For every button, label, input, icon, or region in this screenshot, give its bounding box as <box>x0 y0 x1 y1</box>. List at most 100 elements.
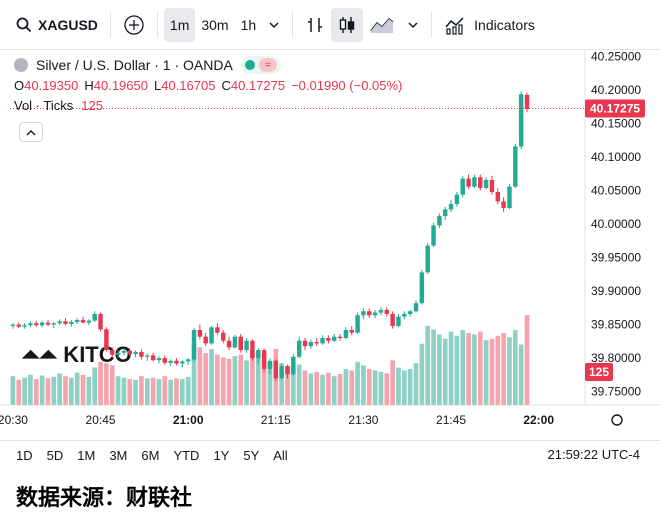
clock[interactable]: 21:59:22 UTC-4 <box>547 447 641 462</box>
bar-style-button[interactable] <box>299 8 331 42</box>
volume-bar <box>431 329 436 405</box>
candle-body <box>221 332 226 341</box>
price-tick-label: 40.25000 <box>591 50 641 64</box>
low-value: 40.16705 <box>161 77 216 93</box>
status-pill[interactable]: ≈ <box>240 56 281 74</box>
range-ytd[interactable]: YTD <box>173 448 200 463</box>
candle-body <box>291 356 296 375</box>
collapse-legend-button[interactable] <box>19 122 43 142</box>
interval-dropdown[interactable] <box>262 8 286 42</box>
candles-button[interactable] <box>331 7 364 42</box>
interval-30m[interactable]: 30m <box>201 16 229 33</box>
top-toolbar: XAGUSD 1m 30m 1h Indicators <box>0 0 660 50</box>
volume-bar <box>331 376 337 405</box>
candle-body <box>314 342 319 344</box>
candle-body <box>355 315 360 333</box>
range-1d[interactable]: 1D <box>16 448 33 463</box>
divider <box>292 11 294 38</box>
candle-body <box>92 313 97 321</box>
high-label: H <box>84 77 94 93</box>
volume-bar <box>22 377 27 405</box>
volume-badge <box>585 363 613 381</box>
market-status-icon <box>244 60 255 70</box>
candle-body <box>244 340 249 351</box>
candle-body <box>472 177 477 187</box>
volume-bar <box>121 377 127 405</box>
candle-body <box>34 323 39 326</box>
candle-body <box>57 321 62 324</box>
volume-bar <box>512 330 518 405</box>
price-tick-label: 40.00000 <box>591 217 641 231</box>
candle-body <box>396 316 401 326</box>
candle-body <box>448 204 454 210</box>
candle-body <box>267 360 273 369</box>
volume-bar <box>495 335 501 405</box>
volume-bar <box>144 378 150 405</box>
symbol-search[interactable]: XAGUSD <box>10 8 104 42</box>
area-chart-button[interactable] <box>363 8 401 42</box>
range-5d[interactable]: 5D <box>46 448 64 463</box>
volume-bar <box>296 364 302 405</box>
range-3m[interactable]: 3M <box>109 448 128 463</box>
range-6m[interactable]: 6M <box>141 448 160 463</box>
candle-body <box>121 350 127 353</box>
logo-icon <box>14 58 28 72</box>
volume-bar <box>378 371 384 405</box>
volume-bar <box>250 351 255 405</box>
candle-body <box>215 327 220 333</box>
volume-bar <box>355 361 360 405</box>
range-1y[interactable]: 1Y <box>213 448 230 463</box>
candle-body <box>513 146 518 187</box>
volume-bar <box>401 370 407 405</box>
volume-bar <box>10 376 16 405</box>
candle-body <box>98 313 103 330</box>
candle-body <box>232 336 238 348</box>
volume-bar <box>209 348 214 405</box>
interval-1h[interactable]: 1h <box>240 16 257 33</box>
candle-body <box>501 201 506 209</box>
candle-body <box>191 329 197 360</box>
price-tick-label: 39.75000 <box>591 385 641 399</box>
range-5y[interactable]: 5Y <box>243 448 260 463</box>
volume-value: 125 <box>81 97 103 113</box>
candle-body <box>115 352 121 355</box>
price-tick-label: 39.80000 <box>591 351 641 365</box>
time-tick-label: 20:30 <box>0 413 28 427</box>
legend-title-row: Silver / U.S. Dollar · 1 · OANDA ≈ <box>14 55 408 75</box>
volume-bar <box>115 376 121 405</box>
compare-button[interactable] <box>117 8 151 42</box>
volume-bar <box>320 374 325 405</box>
volume-bar <box>98 361 103 405</box>
volume-bar <box>69 377 74 405</box>
candle-body <box>489 179 495 192</box>
range-all[interactable]: All <box>273 448 288 463</box>
volume-bar <box>261 353 267 405</box>
candle-body <box>10 324 16 326</box>
candle-body <box>296 340 302 357</box>
close-label: C <box>221 77 231 93</box>
price-chart[interactable]: 40.25000 40.20000 40.15000 40.10000 40.05000… <box>0 0 660 440</box>
open-value: 40.19350 <box>24 77 79 93</box>
chart-style-dropdown[interactable] <box>401 8 425 42</box>
volume-bar <box>232 356 238 405</box>
volume-bar <box>179 379 185 405</box>
range-1m[interactable]: 1M <box>77 448 96 463</box>
volume-bar <box>33 379 39 405</box>
candle-body <box>507 186 512 209</box>
candle-body <box>466 178 471 187</box>
volume-row: Vol · Ticks 125 <box>14 95 408 115</box>
volume-bar <box>285 366 290 405</box>
candle-body <box>22 325 27 327</box>
candle-body <box>174 360 179 364</box>
price-tick-label: 40.05000 <box>591 184 641 198</box>
candle-body <box>63 321 68 324</box>
candle-body <box>39 322 45 326</box>
volume-bar <box>45 378 51 405</box>
volume-bar <box>442 338 448 405</box>
candle-body <box>407 311 413 314</box>
candle-body <box>425 245 430 273</box>
candle-body <box>145 355 150 357</box>
interval-1m[interactable]: 1m <box>163 7 196 42</box>
volume-bar <box>372 370 378 405</box>
indicators-button[interactable]: Indicators <box>438 8 541 42</box>
